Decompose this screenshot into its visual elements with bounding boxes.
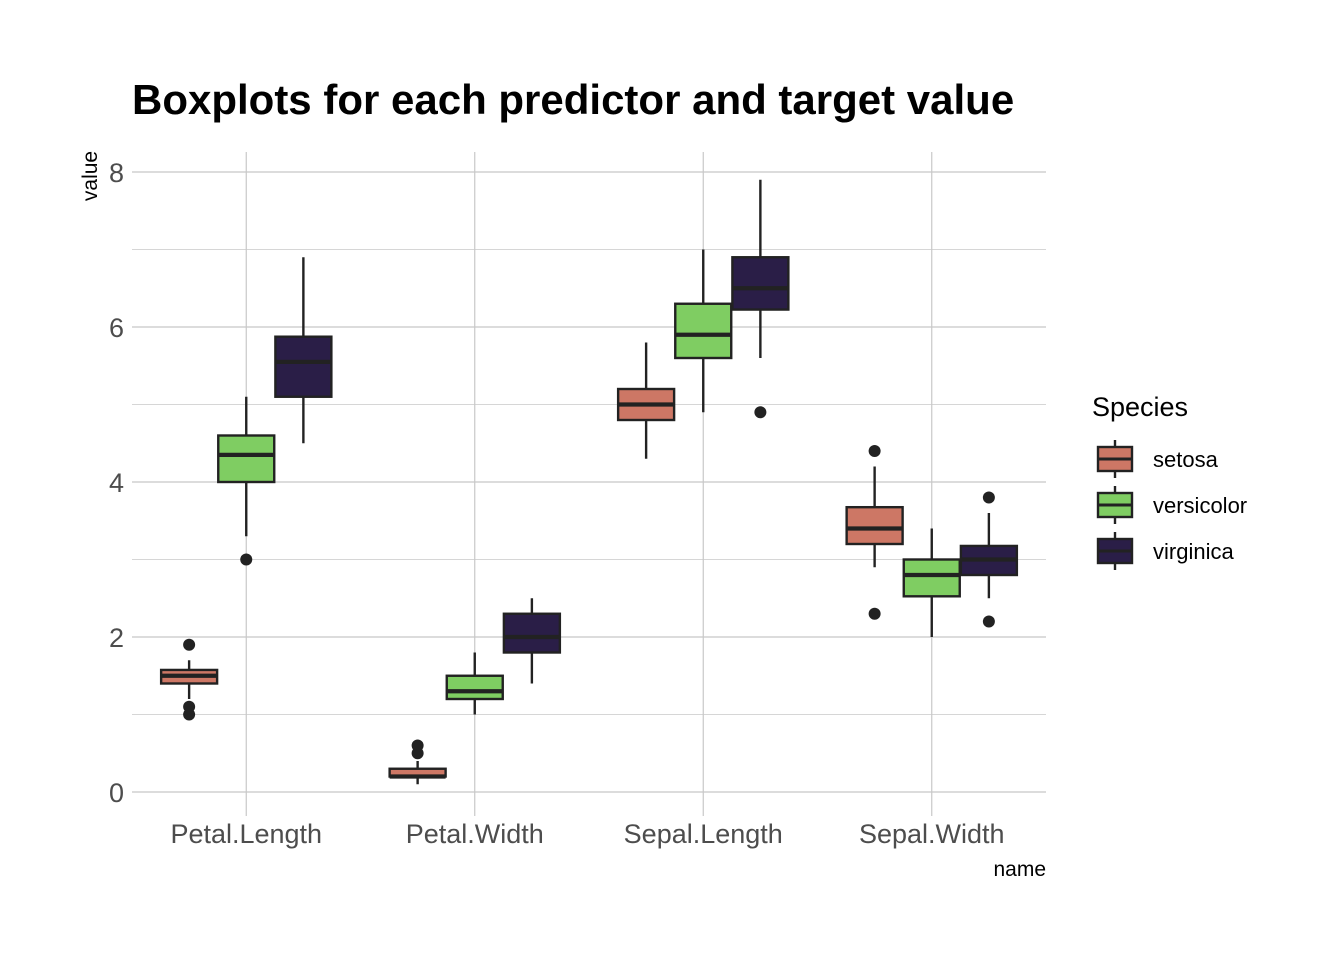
outlier-point xyxy=(754,406,767,419)
legend-item-virginica: virginica xyxy=(1096,532,1234,570)
iqr-box xyxy=(445,674,504,701)
legend-label: virginica xyxy=(1153,539,1234,564)
box-setosa-Sepal.Length xyxy=(616,342,676,459)
legend-item-setosa: setosa xyxy=(1096,440,1219,478)
box-virginica-Petal.Width xyxy=(502,598,562,684)
iqr-box xyxy=(731,256,790,311)
outlier-point xyxy=(868,607,881,620)
y-tick-label: 2 xyxy=(109,623,124,653)
legend-label: versicolor xyxy=(1153,493,1247,518)
x-tick-label: Sepal.Width xyxy=(859,819,1005,849)
y-tick-label: 4 xyxy=(109,468,124,498)
outlier-point xyxy=(411,739,424,752)
outlier-point xyxy=(982,491,995,504)
x-axis-ticks: Petal.Length Petal.Width Sepal.Length Sepal… xyxy=(170,819,1004,849)
iqr-box xyxy=(902,558,961,598)
y-tick-label: 0 xyxy=(109,778,124,808)
iqr-box xyxy=(217,434,276,484)
outlier-point xyxy=(183,638,196,651)
chart-title: Boxplots for each predictor and target v… xyxy=(132,76,1014,123)
grid xyxy=(132,152,1046,816)
iqr-box xyxy=(502,612,562,654)
y-axis-label: value xyxy=(79,151,102,201)
box-versicolor-Petal.Length xyxy=(217,396,276,566)
x-tick-label: Sepal.Length xyxy=(624,819,783,849)
box-versicolor-Sepal.Width xyxy=(902,528,961,637)
box-setosa-Petal.Length xyxy=(159,638,219,721)
x-tick-label: Petal.Length xyxy=(170,819,322,849)
outlier-point xyxy=(240,553,253,566)
y-tick-label: 6 xyxy=(109,313,124,343)
box-setosa-Sepal.Width xyxy=(845,445,904,620)
box-virginica-Petal.Length xyxy=(274,257,333,444)
outlier-point xyxy=(868,445,881,457)
x-tick-label: Petal.Width xyxy=(406,819,544,849)
legend-label: setosa xyxy=(1153,447,1219,472)
legend: Species setosa versicolor virginica xyxy=(1092,392,1247,570)
outlier-point xyxy=(982,615,995,628)
legend-title: Species xyxy=(1092,392,1188,422)
x-axis-label: name xyxy=(993,858,1046,881)
box-virginica-Sepal.Width xyxy=(959,491,1019,628)
box-virginica-Sepal.Length xyxy=(731,179,790,419)
iqr-box xyxy=(274,335,333,398)
outlier-point xyxy=(183,700,196,713)
box-setosa-Petal.Width xyxy=(388,739,447,785)
boxes-layer xyxy=(159,179,1019,785)
iqr-box xyxy=(845,505,904,546)
box-versicolor-Sepal.Length xyxy=(674,249,733,413)
y-axis-ticks: 0 2 4 6 8 xyxy=(109,158,124,808)
box-versicolor-Petal.Width xyxy=(445,652,504,715)
legend-item-versicolor: versicolor xyxy=(1096,486,1247,524)
iqr-box xyxy=(674,302,733,360)
y-tick-label: 8 xyxy=(109,158,124,188)
